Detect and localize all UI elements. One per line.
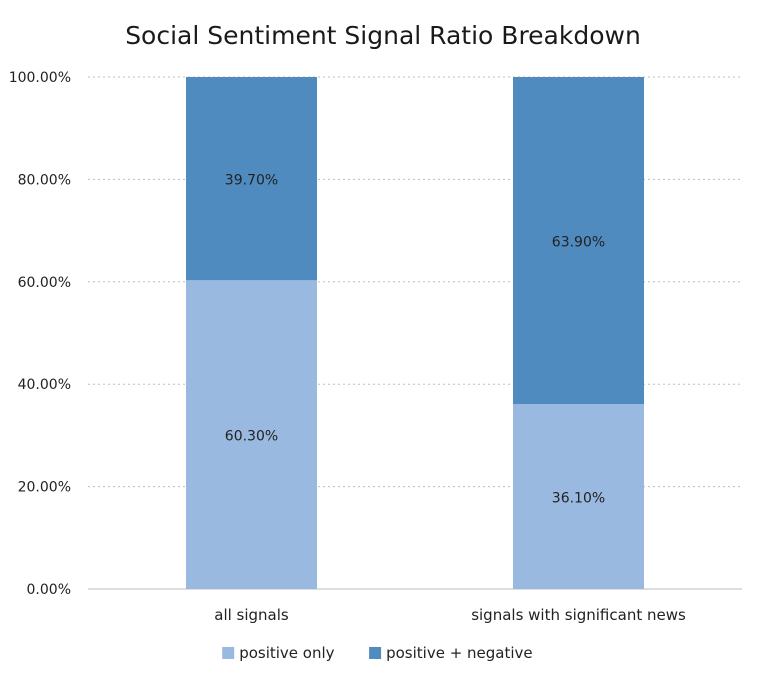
legend-label: positive + negative <box>386 644 533 662</box>
legend-swatch <box>222 647 235 659</box>
x-category-label: all signals <box>214 606 289 624</box>
data-label: 60.30% <box>225 429 278 445</box>
y-tick-label: 40.00% <box>18 377 71 393</box>
y-tick-label: 100.00% <box>9 70 71 86</box>
data-labels: 60.30% 39.70% 36.10% 63.90% <box>225 173 605 507</box>
y-tick-label: 20.00% <box>18 480 71 496</box>
bars <box>186 77 644 589</box>
data-label: 36.10% <box>552 491 605 507</box>
y-axis-ticks: 0.00% 20.00% 40.00% 60.00% 80.00% 100.00% <box>9 70 71 598</box>
x-category-label: signals with significant news <box>471 606 686 624</box>
legend: positive only positive + negative <box>222 644 533 662</box>
chart-title: Social Sentiment Signal Ratio Breakdown <box>125 21 641 50</box>
bar-segment <box>513 77 644 405</box>
data-label: 63.90% <box>552 235 605 251</box>
y-tick-label: 0.00% <box>27 582 71 598</box>
bar-segment <box>513 404 644 589</box>
y-tick-label: 60.00% <box>18 275 71 291</box>
legend-swatch <box>369 647 382 659</box>
y-tick-label: 80.00% <box>18 172 71 188</box>
legend-label: positive only <box>239 644 334 662</box>
bar-segment <box>186 280 317 589</box>
data-label: 39.70% <box>225 173 278 189</box>
bar-segment <box>186 77 317 281</box>
x-axis-categories: all signals signals with significant news <box>214 606 686 624</box>
